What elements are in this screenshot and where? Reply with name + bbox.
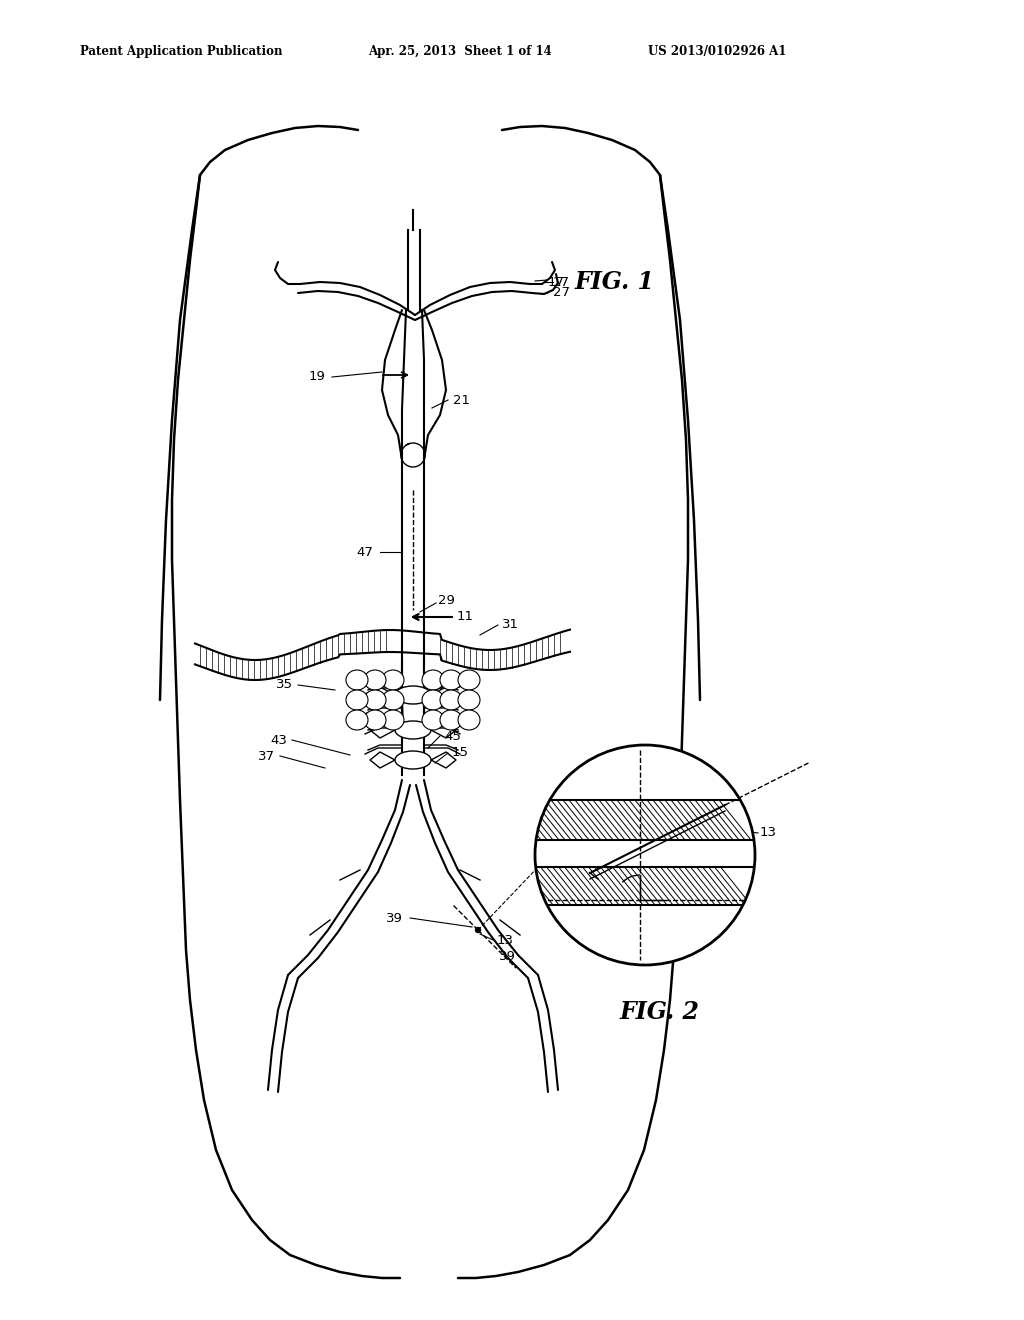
Ellipse shape bbox=[440, 710, 462, 730]
Text: 35: 35 bbox=[276, 678, 293, 692]
Text: 39: 39 bbox=[386, 912, 403, 924]
Text: 47: 47 bbox=[356, 545, 373, 558]
Text: FIG. 1: FIG. 1 bbox=[575, 271, 655, 294]
Text: 19: 19 bbox=[308, 371, 325, 384]
Text: 29: 29 bbox=[438, 594, 455, 607]
Text: 13: 13 bbox=[760, 826, 777, 840]
Ellipse shape bbox=[440, 671, 462, 690]
Text: FIG. 2: FIG. 2 bbox=[620, 1001, 700, 1024]
Text: Apr. 25, 2013  Sheet 1 of 14: Apr. 25, 2013 Sheet 1 of 14 bbox=[368, 45, 552, 58]
Ellipse shape bbox=[346, 671, 368, 690]
Ellipse shape bbox=[395, 721, 431, 739]
Text: 41: 41 bbox=[630, 763, 647, 776]
Text: 45: 45 bbox=[444, 730, 461, 742]
Text: 15: 15 bbox=[452, 747, 469, 759]
Ellipse shape bbox=[422, 710, 444, 730]
Text: 43: 43 bbox=[270, 734, 287, 747]
Text: 21: 21 bbox=[453, 393, 470, 407]
Ellipse shape bbox=[382, 710, 404, 730]
Ellipse shape bbox=[382, 671, 404, 690]
Text: 39: 39 bbox=[499, 949, 516, 962]
Ellipse shape bbox=[458, 671, 480, 690]
Text: 17: 17 bbox=[548, 276, 565, 289]
Text: 31: 31 bbox=[502, 618, 519, 631]
Text: 11: 11 bbox=[457, 610, 474, 623]
Circle shape bbox=[535, 744, 755, 965]
Text: US 2013/0102926 A1: US 2013/0102926 A1 bbox=[648, 45, 786, 58]
Circle shape bbox=[475, 928, 480, 932]
Ellipse shape bbox=[364, 710, 386, 730]
Ellipse shape bbox=[458, 710, 480, 730]
Ellipse shape bbox=[364, 690, 386, 710]
Text: 45°: 45° bbox=[655, 902, 679, 915]
Ellipse shape bbox=[346, 710, 368, 730]
Ellipse shape bbox=[395, 751, 431, 770]
Ellipse shape bbox=[458, 690, 480, 710]
Ellipse shape bbox=[395, 686, 431, 704]
Ellipse shape bbox=[346, 690, 368, 710]
Text: 17: 17 bbox=[553, 276, 570, 289]
Ellipse shape bbox=[364, 671, 386, 690]
Text: 27: 27 bbox=[553, 286, 570, 300]
Text: 37: 37 bbox=[258, 750, 275, 763]
Ellipse shape bbox=[382, 690, 404, 710]
Text: Patent Application Publication: Patent Application Publication bbox=[80, 45, 283, 58]
Ellipse shape bbox=[422, 690, 444, 710]
Text: 33: 33 bbox=[454, 678, 471, 692]
Ellipse shape bbox=[422, 671, 444, 690]
Text: 13: 13 bbox=[497, 933, 514, 946]
Ellipse shape bbox=[440, 690, 462, 710]
